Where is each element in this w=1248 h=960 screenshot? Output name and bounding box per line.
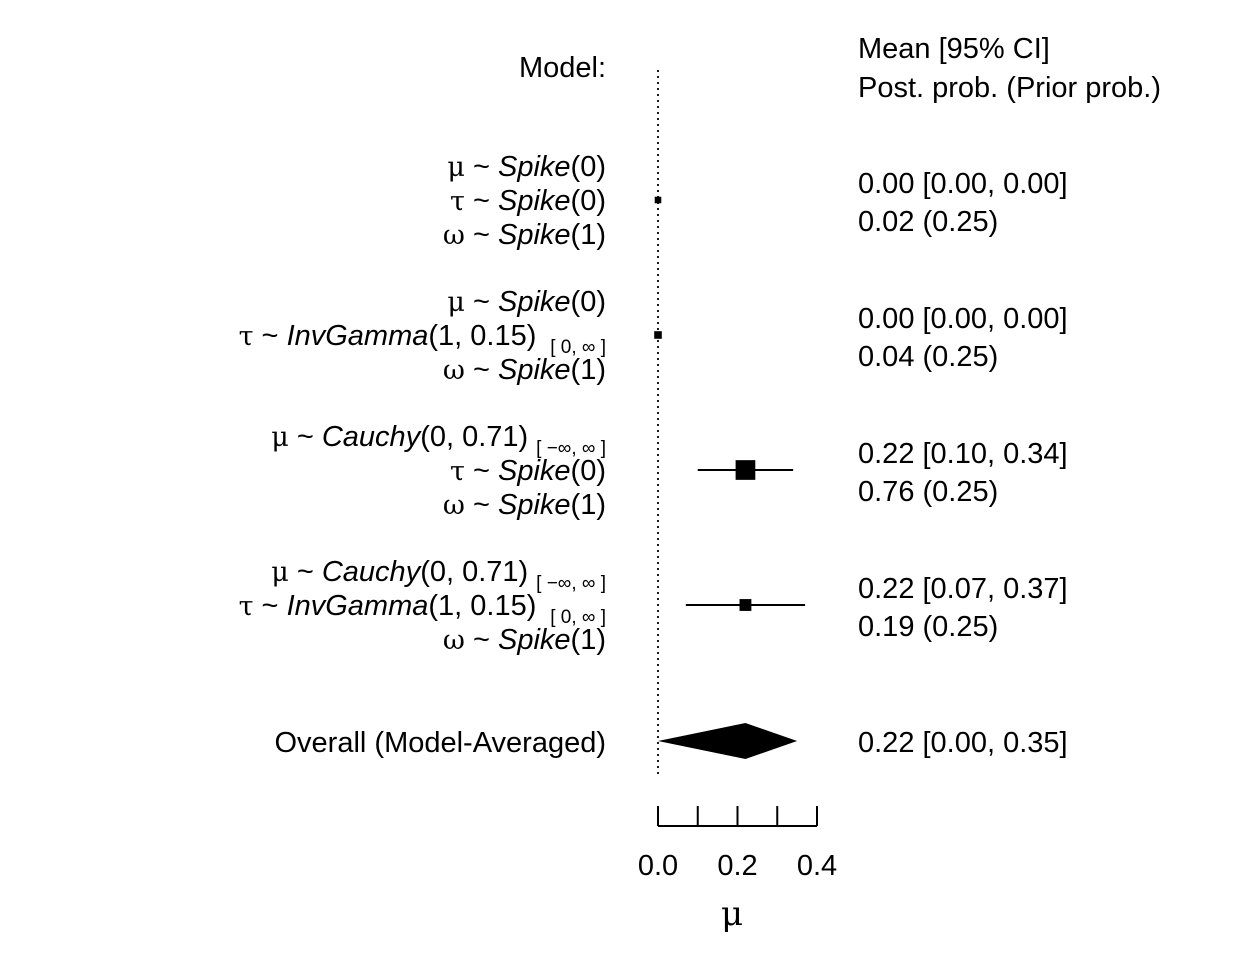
prior-label: τ ~ InvGamma(1, 0.15): [239, 590, 537, 622]
point-estimate: [735, 460, 756, 480]
prior-tilde: ~: [254, 590, 287, 622]
model-row: μ ~ Spike(0)τ ~ InvGamma(1, 0.15)[ 0, ∞ …: [239, 286, 1068, 386]
model-row: μ ~ Spike(0)τ ~ Spike(0)ω ~ Spike(1)0.00…: [443, 151, 1068, 251]
prior-label: τ ~ Spike(0): [450, 185, 606, 217]
prior-truncation: [ 0, ∞ ]: [550, 337, 606, 358]
prior-label: ω ~ Spike(1): [443, 489, 606, 521]
prior-tilde: ~: [465, 151, 498, 183]
prior-label: ω ~ Spike(1): [443, 354, 606, 386]
prob-header: Post. prob. (Prior prob.): [858, 72, 1161, 104]
prior-symbol: τ: [450, 186, 465, 217]
model-row: μ ~ Cauchy(0, 0.71)[ −∞, ∞ ]τ ~ InvGamma…: [239, 556, 1068, 656]
prior-label: ω ~ Spike(1): [443, 219, 606, 251]
prior-distribution: Cauchy: [322, 421, 422, 453]
prior-arguments: (0, 0.71): [420, 556, 528, 588]
prior-symbol: τ: [239, 591, 254, 622]
prior-tilde: ~: [289, 556, 322, 588]
prior-symbol: ω: [443, 490, 465, 521]
prior-tilde: ~: [289, 421, 322, 453]
x-tick-label: 0.2: [717, 850, 757, 882]
probability-text: 0.02 (0.25): [858, 206, 998, 238]
prior-distribution: Spike: [498, 354, 571, 386]
prior-tilde: ~: [465, 455, 498, 487]
prior-symbol: μ: [271, 422, 289, 453]
estimate-text: 0.22 [0.10, 0.34]: [858, 438, 1068, 470]
prior-arguments: (0): [571, 151, 606, 183]
prior-truncation: [ −∞, ∞ ]: [536, 438, 606, 459]
point-estimate: [654, 196, 662, 204]
prior-arguments: (1): [571, 489, 606, 521]
prior-distribution: Spike: [498, 185, 571, 217]
prior-label: μ ~ Cauchy(0, 0.71): [271, 421, 528, 453]
x-axis: 0.0 0.2 0.4: [638, 806, 837, 882]
prior-symbol: μ: [447, 287, 465, 318]
prior-symbol: ω: [443, 625, 465, 656]
x-axis-label: μ: [721, 894, 743, 934]
prior-arguments: (1, 0.15): [428, 320, 536, 352]
prior-arguments: (1, 0.15): [428, 590, 536, 622]
prior-distribution: InvGamma: [287, 590, 429, 622]
prior-truncation: [ 0, ∞ ]: [550, 607, 606, 628]
prior-symbol: ω: [443, 355, 465, 386]
overall-label: Overall (Model-Averaged): [275, 727, 607, 759]
probability-text: 0.19 (0.25): [858, 611, 998, 643]
point-estimate: [739, 599, 752, 611]
prior-distribution: Cauchy: [322, 556, 422, 588]
prior-tilde: ~: [465, 219, 498, 251]
prior-label: τ ~ Spike(0): [450, 455, 606, 487]
prior-distribution: Spike: [498, 286, 571, 318]
prior-tilde: ~: [465, 286, 498, 318]
overall-diamond: [658, 723, 798, 759]
prior-label: μ ~ Cauchy(0, 0.71): [271, 556, 528, 588]
prior-truncation: [ −∞, ∞ ]: [536, 573, 606, 594]
prior-arguments: (0, 0.71): [420, 421, 528, 453]
prior-label: τ ~ InvGamma(1, 0.15): [239, 320, 537, 352]
probability-text: 0.04 (0.25): [858, 341, 998, 373]
prior-arguments: (1): [571, 219, 606, 251]
overall-row: Overall (Model-Averaged) 0.22 [0.00, 0.3…: [275, 723, 1068, 759]
prior-tilde: ~: [465, 354, 498, 386]
prior-arguments: (0): [571, 286, 606, 318]
prior-distribution: InvGamma: [287, 320, 429, 352]
model-row: μ ~ Cauchy(0, 0.71)[ −∞, ∞ ]τ ~ Spike(0)…: [271, 421, 1067, 521]
prior-label: μ ~ Spike(0): [447, 286, 606, 318]
model-rows: μ ~ Spike(0)τ ~ Spike(0)ω ~ Spike(1)0.00…: [239, 151, 1068, 656]
prior-tilde: ~: [465, 185, 498, 217]
prior-symbol: ω: [443, 220, 465, 251]
x-tick-label: 0.0: [638, 850, 678, 882]
prior-tilde: ~: [254, 320, 287, 352]
prior-arguments: (1): [571, 624, 606, 656]
estimate-text: 0.22 [0.07, 0.37]: [858, 573, 1068, 605]
prior-distribution: Spike: [498, 455, 571, 487]
estimate-text: 0.00 [0.00, 0.00]: [858, 168, 1068, 200]
prior-distribution: Spike: [498, 489, 571, 521]
point-estimate: [654, 331, 662, 339]
prior-distribution: Spike: [498, 219, 571, 251]
prior-distribution: Spike: [498, 624, 571, 656]
prior-tilde: ~: [465, 624, 498, 656]
prior-arguments: (0): [571, 455, 606, 487]
prior-label: μ ~ Spike(0): [447, 151, 606, 183]
prior-symbol: τ: [239, 321, 254, 352]
estimate-header: Mean [95% CI]: [858, 33, 1050, 65]
overall-estimate-text: 0.22 [0.00, 0.35]: [858, 727, 1068, 759]
model-header: Model:: [519, 52, 606, 84]
prior-arguments: (0): [571, 185, 606, 217]
x-tick-label: 0.4: [797, 850, 837, 882]
prior-symbol: μ: [447, 152, 465, 183]
prior-arguments: (1): [571, 354, 606, 386]
estimate-text: 0.00 [0.00, 0.00]: [858, 303, 1068, 335]
probability-text: 0.76 (0.25): [858, 476, 998, 508]
prior-symbol: τ: [450, 456, 465, 487]
prior-label: ω ~ Spike(1): [443, 624, 606, 656]
prior-tilde: ~: [465, 489, 498, 521]
prior-distribution: Spike: [498, 151, 571, 183]
prior-symbol: μ: [271, 557, 289, 588]
